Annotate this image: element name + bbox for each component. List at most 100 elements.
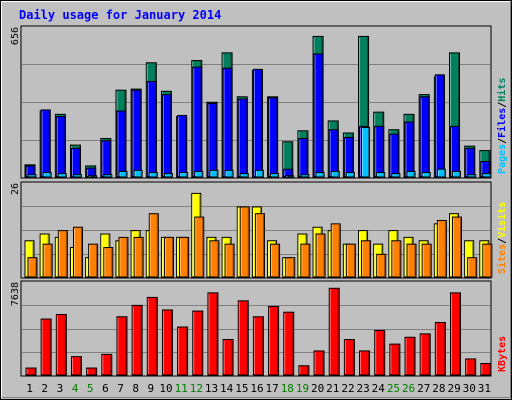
sites-bar	[239, 206, 250, 278]
legend-sites: Sites	[496, 244, 508, 274]
pages-bar	[179, 172, 189, 178]
chart-panels: 656Pages/Files/Hits26Sites/Visits7638KBy…	[10, 25, 508, 377]
kbytes-bar	[450, 292, 462, 376]
kbytes-bar	[283, 311, 295, 376]
pages-bar	[270, 173, 280, 178]
pages-bar	[57, 173, 67, 178]
kbytes-bar	[313, 350, 325, 376]
sites-bar	[376, 253, 387, 278]
pages-bar	[376, 172, 386, 178]
x-tick-label: 4	[72, 382, 79, 395]
pages-bar	[118, 170, 128, 178]
legend-separator: /	[497, 102, 508, 108]
x-tick-label: 22	[341, 382, 354, 395]
day-bars-11	[177, 326, 189, 376]
day-bars-31	[479, 240, 493, 278]
kbytes-bar	[419, 333, 431, 376]
sites-bar	[330, 223, 341, 278]
sites-bar	[194, 216, 205, 278]
day-bars-29	[449, 213, 463, 278]
day-bars-17	[267, 96, 280, 178]
x-tick-label: 24	[372, 382, 386, 395]
kbytes-bar	[101, 353, 113, 376]
day-bars-26	[403, 113, 416, 178]
x-axis-labels: 1 2 3 4 5 6 7 8 9 10 11 12 13 14 15 16 17 18 19 20 21 22 23 24 2…	[26, 382, 491, 395]
sites-bar	[224, 243, 235, 278]
kbytes-bar	[465, 358, 477, 376]
day-bars-2	[39, 233, 53, 278]
kbytes-bar	[343, 339, 355, 376]
kbytes-bar	[222, 339, 234, 376]
day-bars-1	[25, 367, 37, 376]
day-bars-12	[192, 310, 204, 376]
right-legend: Pages/Files/Hits	[496, 78, 508, 174]
pages-bar	[103, 174, 113, 178]
x-tick-label: 25	[387, 382, 400, 395]
x-tick-label: 3	[57, 382, 64, 395]
kbytes-bar	[404, 336, 416, 376]
day-bars-24	[373, 111, 386, 178]
x-tick-label: 29	[447, 382, 460, 395]
ymax-label: 7638	[10, 282, 21, 306]
day-bars-16	[252, 316, 264, 376]
day-bars-31	[479, 150, 492, 178]
pages-bar	[42, 172, 52, 178]
x-tick-label: 31	[478, 382, 491, 395]
right-legend: KBytes	[497, 336, 508, 372]
kbytes-bar	[298, 365, 310, 376]
kbytes-bar	[25, 367, 37, 376]
pages-bar	[239, 173, 249, 178]
x-tick-label: 2	[41, 382, 48, 395]
day-bars-19	[297, 130, 310, 178]
pages-bar	[467, 174, 477, 178]
sites-bar	[285, 257, 296, 278]
pages-bar	[27, 174, 37, 178]
pages-bar	[300, 174, 310, 178]
day-bars-26	[403, 236, 417, 278]
pages-bar	[406, 170, 416, 178]
day-bars-28	[434, 321, 446, 376]
kbytes-bar	[374, 329, 386, 376]
legend-pages: Pages	[497, 144, 508, 174]
day-bars-9	[145, 62, 158, 178]
day-bars-21	[327, 120, 340, 178]
kbytes-bar	[70, 356, 82, 376]
kbytes-bar	[86, 367, 98, 376]
day-bars-7	[116, 316, 128, 376]
x-tick-label: 15	[235, 382, 248, 395]
day-bars-18	[282, 257, 296, 278]
pages-bar	[133, 169, 143, 178]
day-bars-15	[237, 300, 249, 376]
day-bars-9	[145, 213, 159, 278]
legend-files: Files	[496, 108, 508, 138]
day-bars-20	[312, 35, 325, 178]
pages-bar	[391, 173, 401, 178]
day-bars-5	[86, 367, 98, 376]
day-bars-8	[130, 230, 144, 278]
legend-hits: Hits	[496, 78, 508, 102]
day-bars-2	[40, 318, 52, 376]
legend-separator: /	[497, 238, 508, 244]
day-bars-22	[342, 243, 356, 278]
x-tick-label: 26	[402, 382, 415, 395]
day-bars-4	[70, 356, 82, 376]
day-bars-15	[236, 96, 249, 178]
day-bars-29	[450, 292, 462, 376]
x-tick-label: 28	[432, 382, 445, 395]
day-bars-13	[206, 101, 219, 178]
day-bars-30	[465, 358, 477, 376]
x-tick-label: 21	[326, 382, 339, 395]
day-bars-3	[54, 113, 67, 178]
chart-title: Daily usage for January 2014	[19, 8, 221, 22]
day-bars-20	[313, 350, 325, 376]
pages-bar	[209, 169, 219, 178]
sites-bar	[467, 257, 478, 278]
kbytes-bar	[177, 326, 189, 376]
day-bars-20	[312, 226, 326, 278]
sites-bar	[452, 216, 463, 278]
x-tick-label: 1	[26, 382, 33, 395]
pages-bar	[88, 175, 98, 178]
day-bars-9	[146, 296, 158, 376]
sites-bar	[163, 236, 174, 278]
